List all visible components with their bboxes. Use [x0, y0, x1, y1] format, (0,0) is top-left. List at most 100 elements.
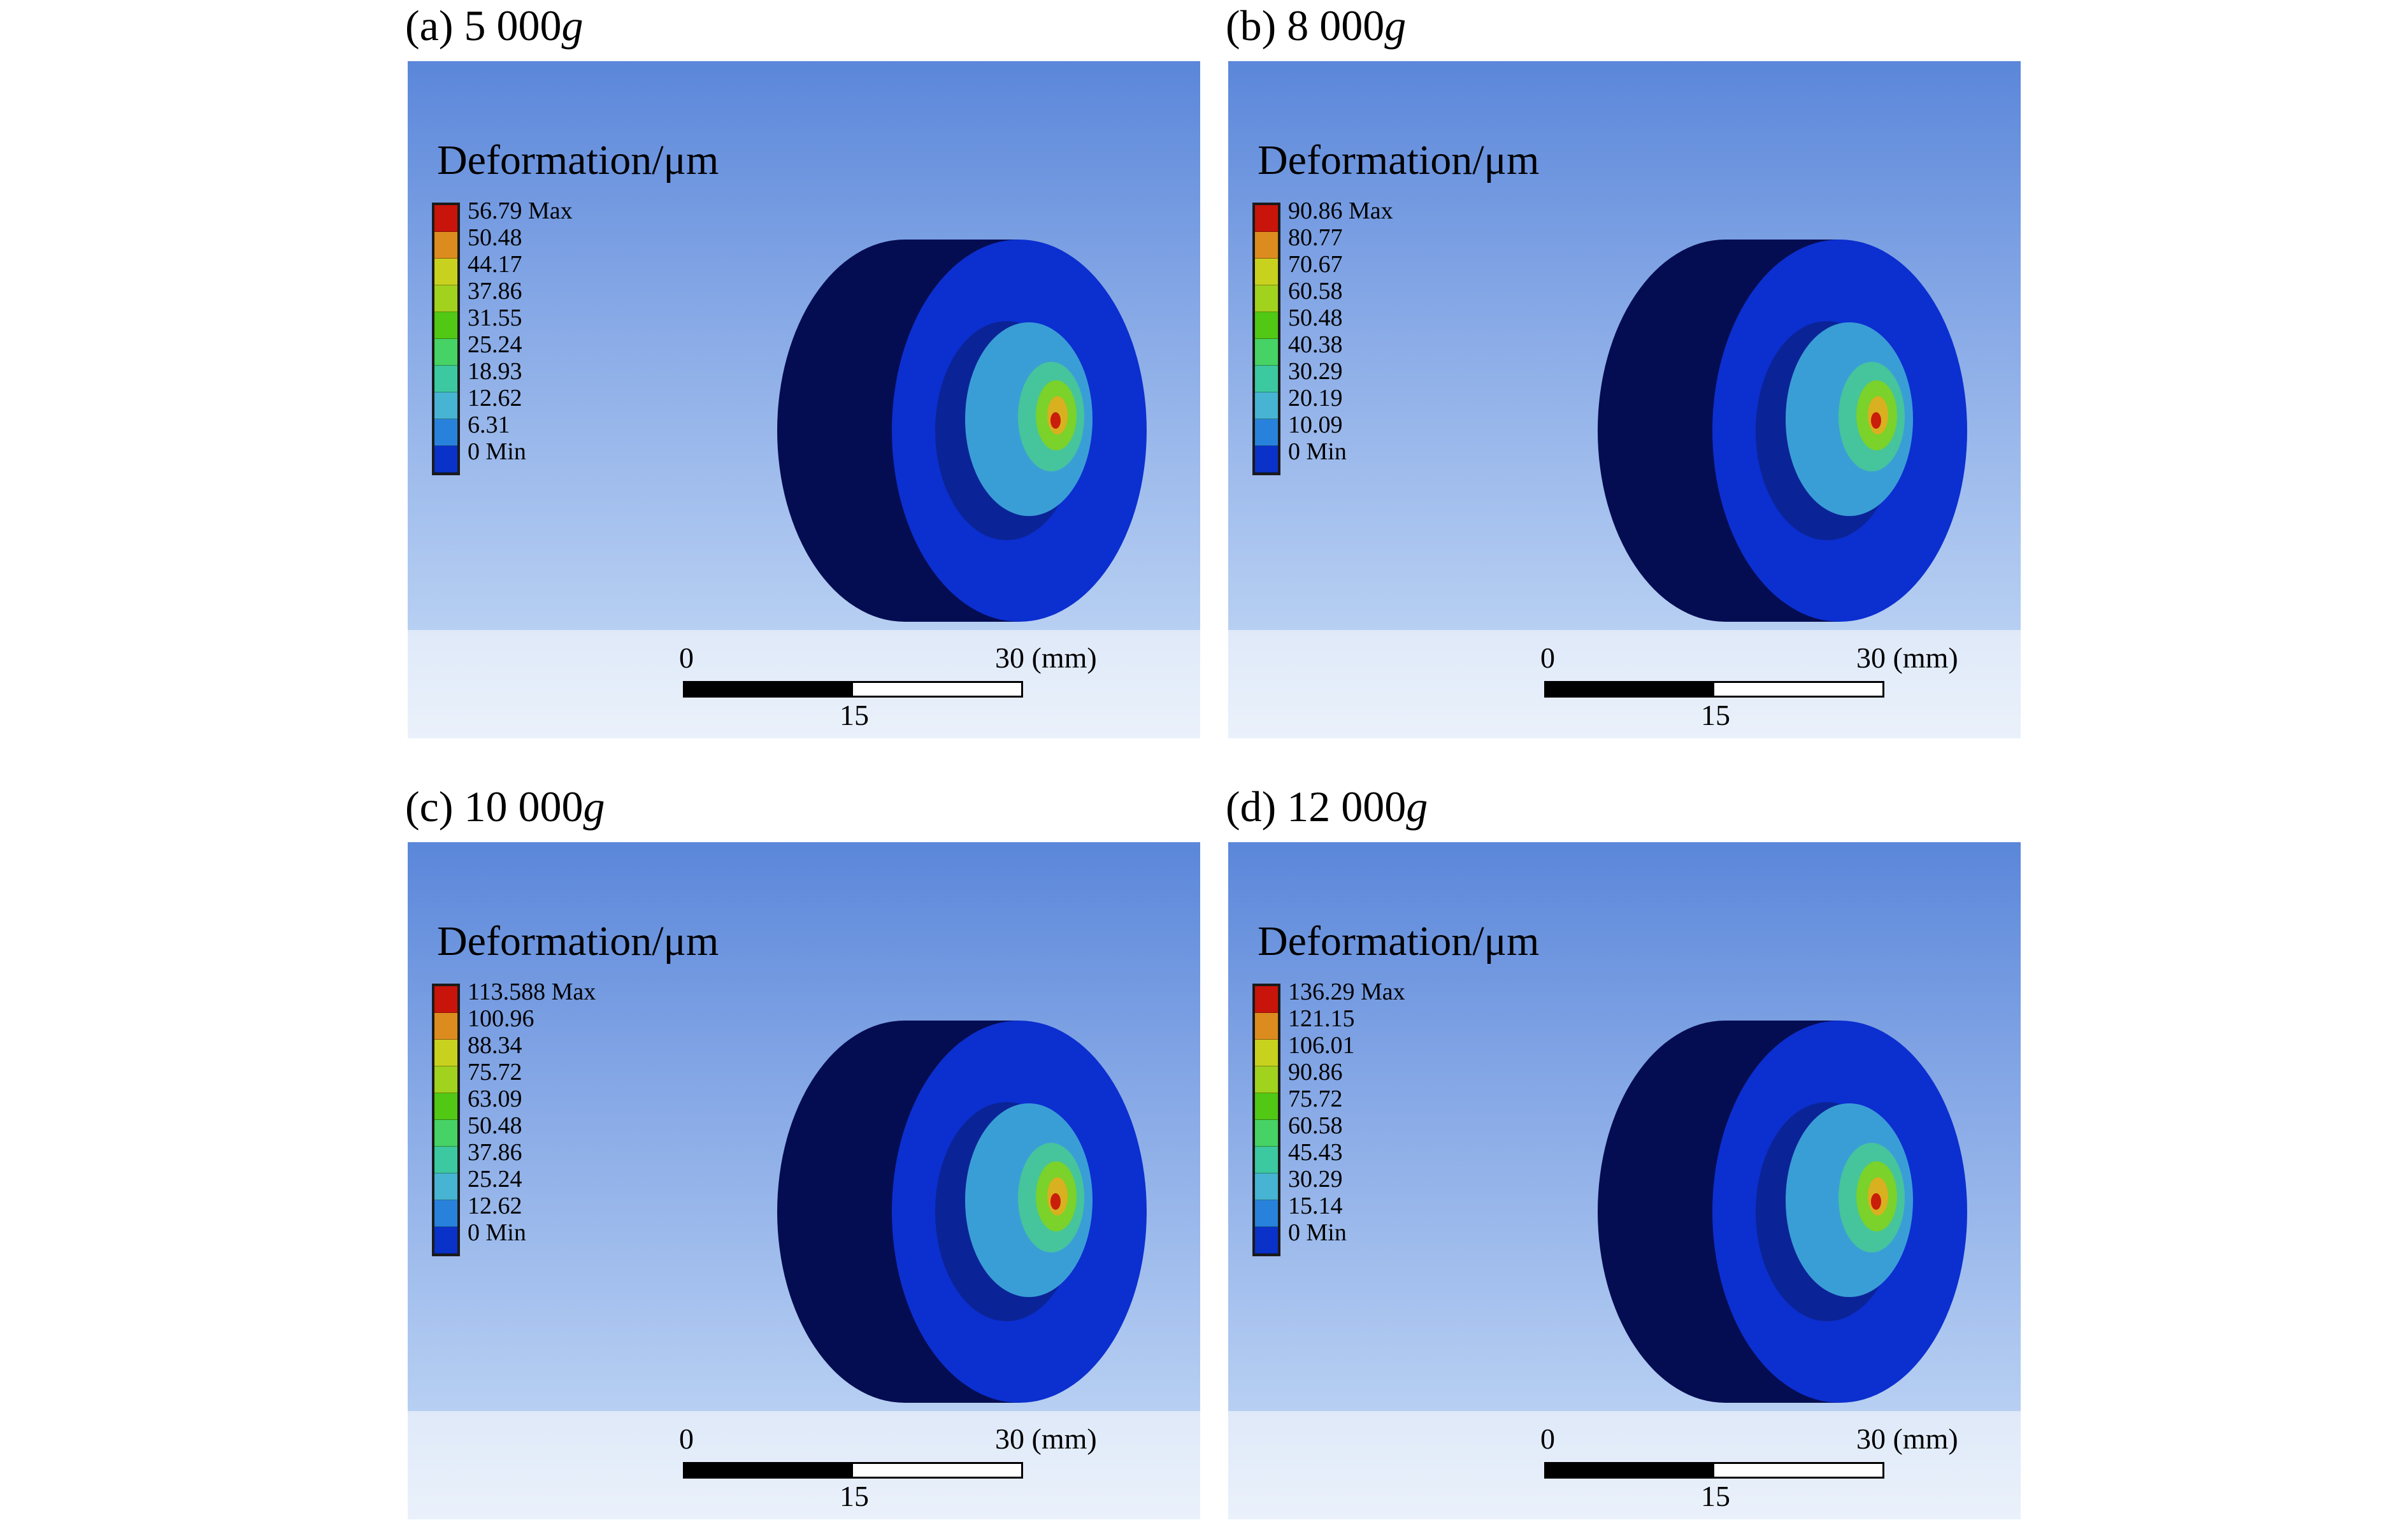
legend-swatch	[1255, 1227, 1278, 1254]
legend-label: 30.29	[1288, 1166, 1343, 1193]
legend-title: Deformation/μm	[437, 137, 719, 183]
scale-bar-mid: 15	[1701, 699, 1730, 731]
panel-title-unit: g	[583, 782, 605, 831]
scale-footer: 0 30 (mm) 15	[1228, 630, 2021, 738]
legend-label: 40.38	[1288, 331, 1343, 358]
legend-label: 12.62	[468, 385, 522, 412]
legend-swatch	[434, 1120, 457, 1147]
legend-label: 90.86	[1288, 1059, 1343, 1086]
legend-swatch	[1255, 986, 1278, 1013]
legend-label: 106.01	[1288, 1032, 1355, 1059]
legend-label: 37.86	[468, 278, 522, 305]
deformation-max-spot	[1871, 412, 1881, 429]
simulation-viewport: Deformation/μm 56.79 Max 50.48 44.17 37.…	[408, 61, 1200, 630]
legend-label: 31.55	[468, 305, 522, 331]
panel-title-unit: g	[1384, 1, 1407, 50]
scale-bar-fill	[685, 683, 853, 696]
deformation-max-spot	[1050, 412, 1061, 429]
scale-bar-track	[1544, 681, 1884, 698]
legend-label: 0 Min	[1288, 1219, 1347, 1246]
legend-labels: 56.79 Max 50.48 44.17 37.86 31.55 25.24 …	[468, 197, 573, 465]
panel-d: (d) 12 000g Deformation/μm 136.29 Max 12…	[1226, 781, 2054, 1520]
scale-bar-track	[1544, 1462, 1884, 1479]
scale-bar: 0 30 (mm) 15	[679, 1411, 1097, 1519]
scale-bar-max: 30 (mm)	[1856, 642, 1958, 674]
disk-model	[1598, 1021, 1967, 1403]
panel-title-text: (c) 10 000	[405, 782, 584, 831]
legend-swatch	[1255, 312, 1278, 339]
panel-title-unit: g	[561, 1, 584, 50]
legend-label: 70.67	[1288, 251, 1343, 278]
legend-swatch	[434, 366, 457, 392]
legend-colorbar	[1252, 203, 1280, 475]
legend-title: Deformation/μm	[437, 918, 719, 964]
legend-swatch	[1255, 205, 1278, 232]
scale-bar-mid: 15	[840, 1480, 869, 1512]
scale-bar-max: 30 (mm)	[1856, 1423, 1958, 1455]
legend-swatch	[434, 1066, 457, 1093]
panel-title: (c) 10 000g	[405, 781, 605, 832]
panel-title-text: (b) 8 000	[1226, 1, 1385, 50]
legend-label: 75.72	[1288, 1086, 1343, 1112]
legend-label: 60.58	[1288, 278, 1343, 305]
scale-bar-zero: 0	[679, 1423, 694, 1455]
legend-label: 113.588 Max	[468, 979, 596, 1005]
legend-swatch	[434, 1147, 457, 1173]
legend-label: 12.62	[468, 1193, 522, 1219]
legend-swatch	[1255, 366, 1278, 392]
deformation-max-spot	[1050, 1193, 1061, 1210]
legend-swatch	[434, 205, 457, 232]
legend-swatch	[434, 392, 457, 419]
panel-title: (a) 5 000g	[405, 0, 583, 51]
legend-swatch	[1255, 1200, 1278, 1227]
legend-swatch	[1255, 232, 1278, 259]
legend-label: 136.29 Max	[1288, 979, 1405, 1005]
legend-title: Deformation/μm	[1258, 137, 1540, 183]
legend-labels: 136.29 Max 121.15 106.01 90.86 75.72 60.…	[1288, 979, 1405, 1246]
legend-swatch	[434, 1093, 457, 1120]
legend-label: 50.48	[1288, 305, 1343, 331]
legend-swatch	[1255, 259, 1278, 285]
scale-bar-zero: 0	[1540, 1423, 1555, 1455]
panel-a: (a) 5 000g Deformation/μm 56.79 Max 50.4…	[405, 0, 1233, 739]
legend-label: 0 Min	[1288, 438, 1347, 465]
legend-label: 45.43	[1288, 1139, 1343, 1166]
scale-footer: 0 30 (mm) 15	[408, 1411, 1200, 1519]
scale-bar-track	[683, 1462, 1023, 1479]
legend-label: 121.15	[1288, 1005, 1355, 1032]
scale-bar-track	[683, 681, 1023, 698]
panel-title-text: (d) 12 000	[1226, 782, 1407, 831]
scale-bar-mid: 15	[840, 699, 869, 731]
legend-label: 80.77	[1288, 224, 1343, 251]
legend-label: 56.79 Max	[468, 197, 573, 224]
legend-labels: 113.588 Max 100.96 88.34 75.72 63.09 50.…	[468, 979, 596, 1246]
panel-c: (c) 10 000g Deformation/μm 113.588 Max 1…	[405, 781, 1233, 1520]
legend-label: 60.58	[1288, 1112, 1343, 1139]
scale-bar-max: 30 (mm)	[995, 642, 1097, 674]
legend-swatch	[434, 1200, 457, 1227]
legend-colorbar	[432, 984, 460, 1256]
legend-label: 25.24	[468, 331, 522, 358]
legend-swatch	[434, 1227, 457, 1254]
simulation-viewport: Deformation/μm 113.588 Max 100.96 88.34 …	[408, 842, 1200, 1411]
legend-swatch	[434, 446, 457, 473]
legend-label: 50.48	[468, 224, 522, 251]
legend-swatch	[434, 1040, 457, 1066]
disk-model	[1598, 240, 1967, 622]
scale-bar-fill	[685, 1464, 853, 1477]
legend-label: 15.14	[1288, 1193, 1343, 1219]
legend-label: 10.09	[1288, 412, 1343, 438]
disk-model	[777, 240, 1147, 622]
legend-label: 37.86	[468, 1139, 522, 1166]
legend-swatch	[1255, 1120, 1278, 1147]
panel-title: (b) 8 000g	[1226, 0, 1406, 51]
legend-swatch	[434, 259, 457, 285]
scale-bar-zero: 0	[679, 642, 694, 674]
legend-swatch	[1255, 1066, 1278, 1093]
scale-bar: 0 30 (mm) 15	[679, 630, 1097, 738]
legend-swatch	[1255, 1173, 1278, 1200]
legend-swatch	[1255, 392, 1278, 419]
panel-title: (d) 12 000g	[1226, 781, 1428, 832]
legend-label: 63.09	[468, 1086, 522, 1112]
disk-model	[777, 1021, 1147, 1403]
